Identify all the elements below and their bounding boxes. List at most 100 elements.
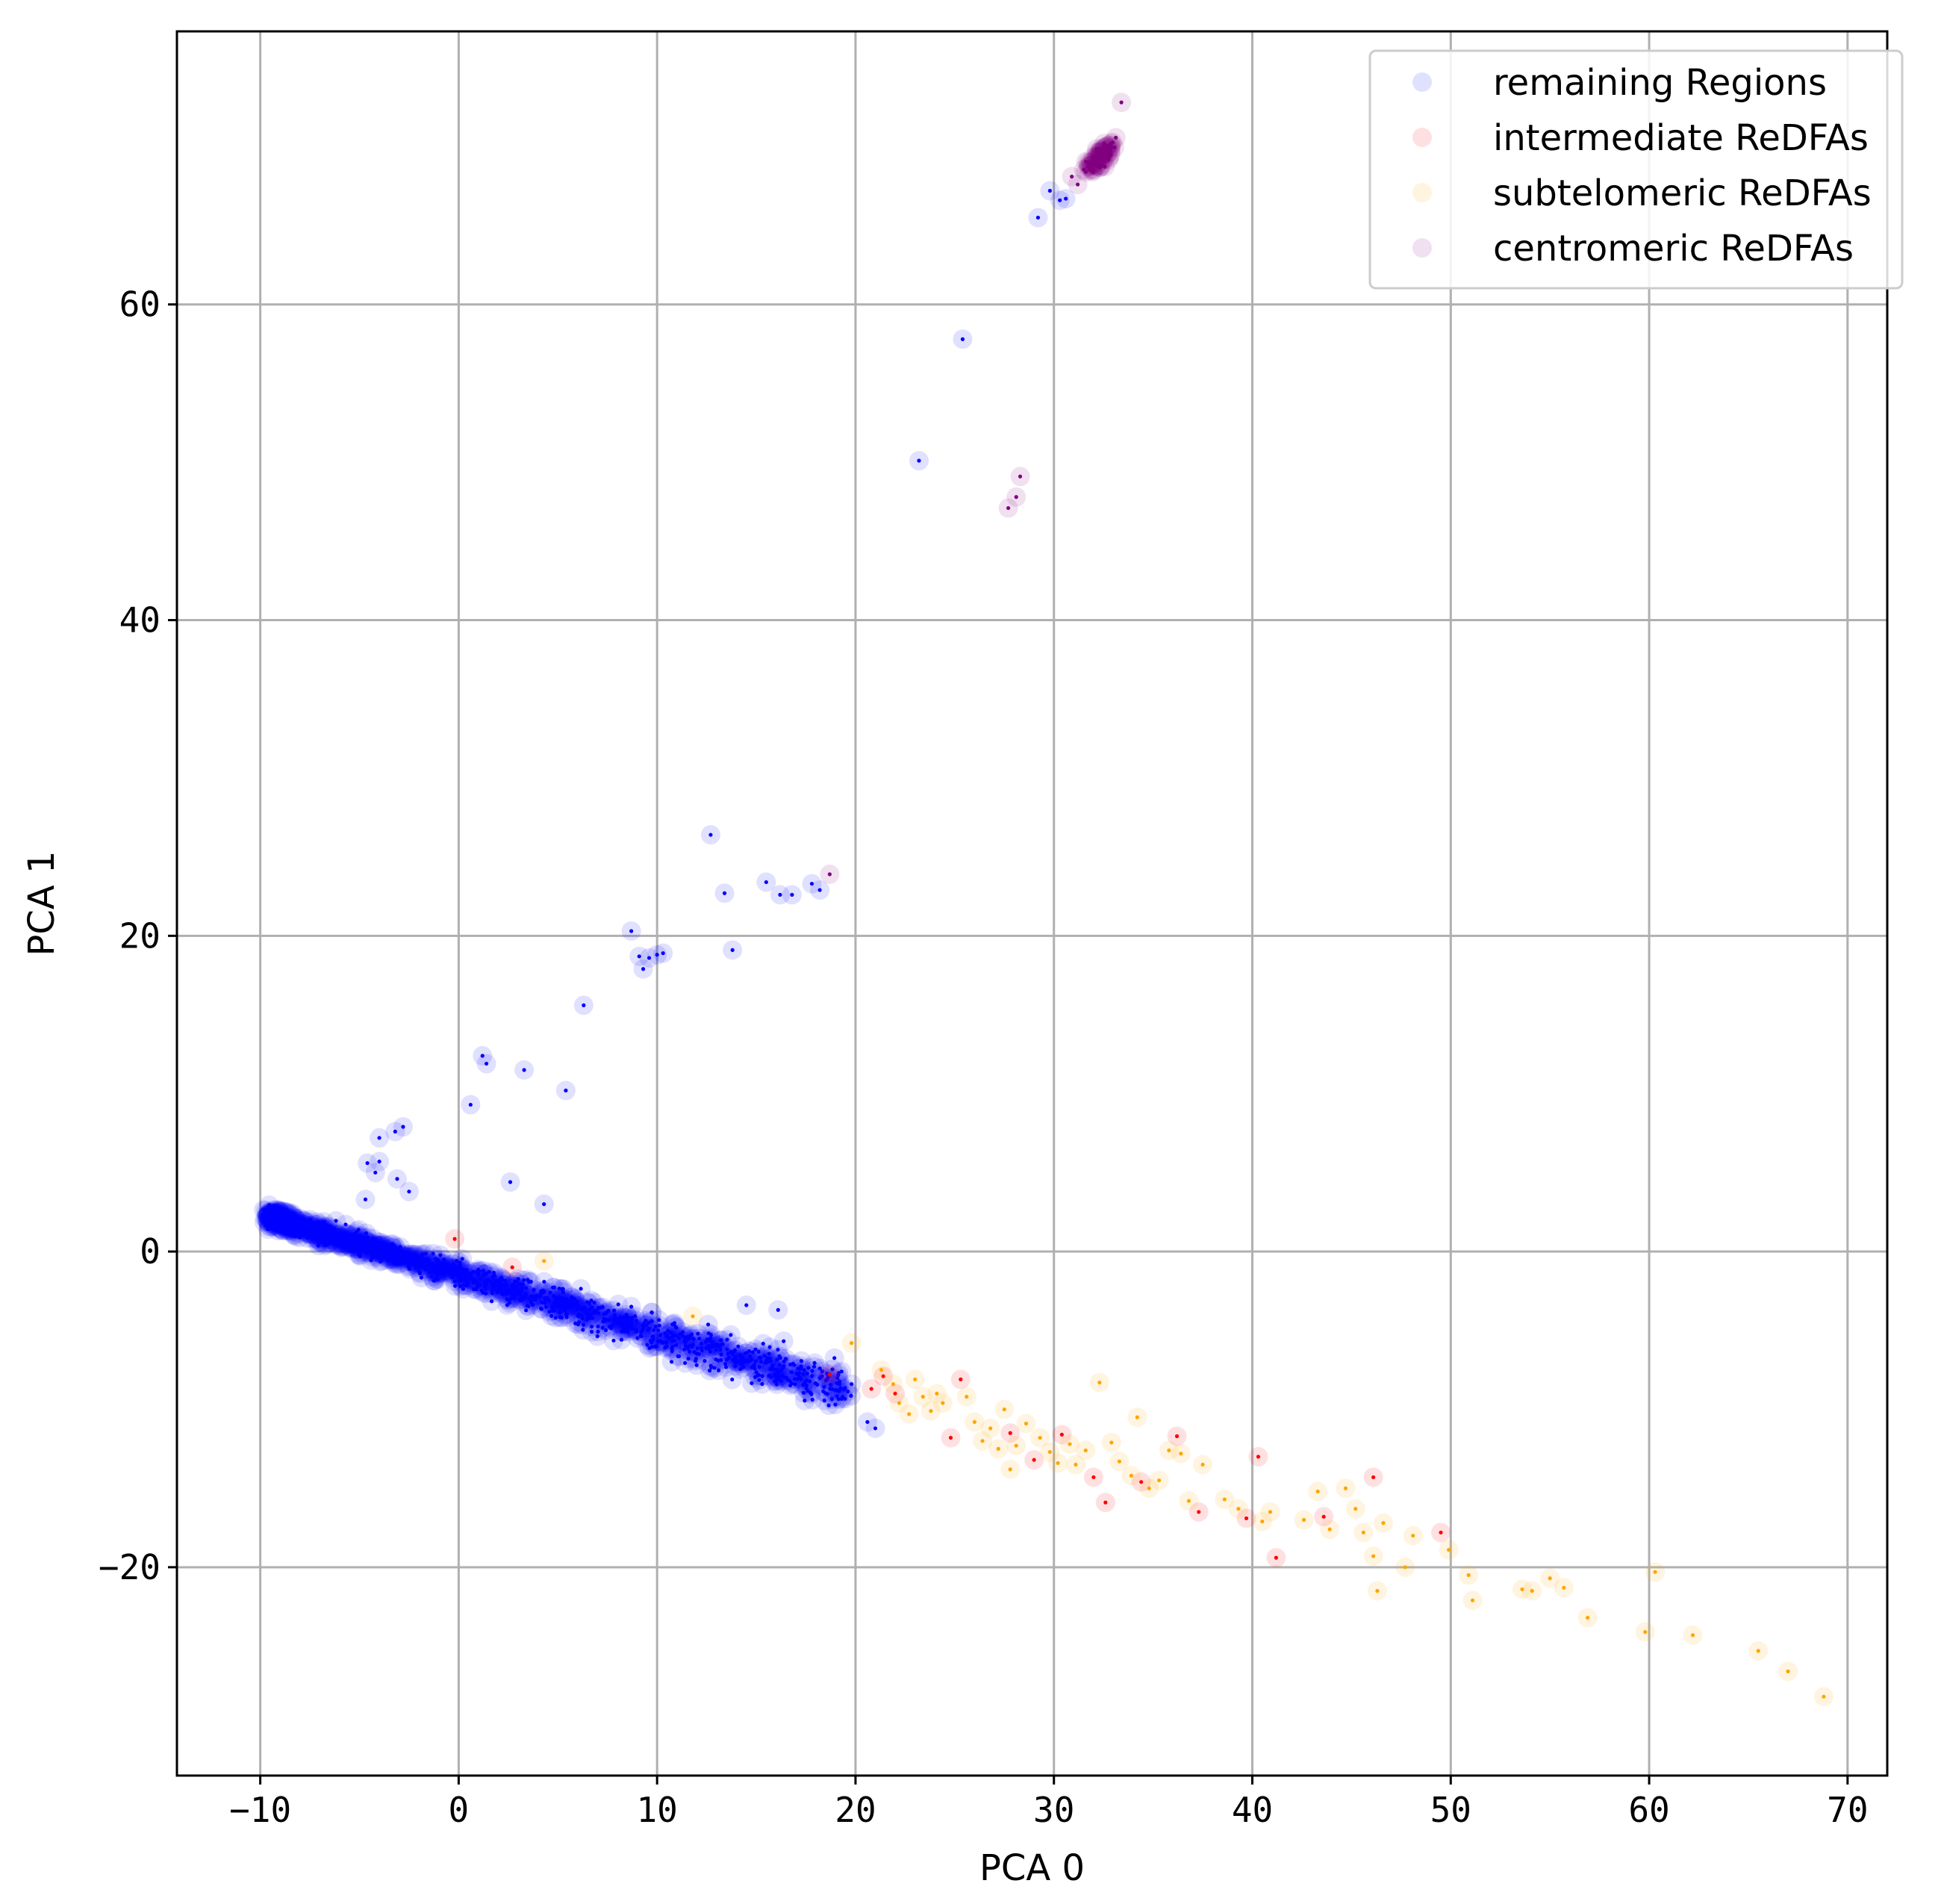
scatter-point-0 bbox=[588, 1326, 608, 1346]
scatter-point-0 bbox=[411, 1268, 431, 1288]
scatter-point-0 bbox=[759, 1344, 779, 1364]
scatter-point-0 bbox=[716, 1357, 736, 1377]
scatter-point-2 bbox=[1127, 1407, 1147, 1428]
scatter-point-0 bbox=[700, 825, 720, 845]
scatter-point-0 bbox=[505, 1272, 525, 1292]
scatter-point-0 bbox=[500, 1172, 520, 1192]
scatter-point-1 bbox=[1431, 1522, 1451, 1543]
legend: remaining Regions intermediate ReDFAs subt… bbox=[1368, 49, 1904, 290]
scatter-point-2 bbox=[1459, 1565, 1479, 1585]
legend-marker bbox=[1412, 128, 1432, 147]
scatter-point-1 bbox=[1266, 1548, 1286, 1568]
scatter-point-1 bbox=[1248, 1446, 1268, 1466]
scatter-point-2 bbox=[1320, 1519, 1340, 1540]
scatter-point-0 bbox=[423, 1254, 443, 1274]
scatter-point-0 bbox=[461, 1095, 481, 1115]
scatter-point-1 bbox=[820, 1365, 840, 1385]
x-tick-label: 50 bbox=[1430, 1790, 1471, 1830]
scatter-point-0 bbox=[699, 1323, 719, 1343]
scatter-point-0 bbox=[653, 943, 673, 963]
x-tick-label: 20 bbox=[835, 1790, 876, 1830]
scatter-point-0 bbox=[476, 1054, 496, 1074]
scatter-point-2 bbox=[994, 1399, 1015, 1419]
scatter-point-2 bbox=[841, 1333, 862, 1353]
scatter-point-0 bbox=[611, 1330, 632, 1350]
scatter-point-0 bbox=[687, 1355, 707, 1375]
scatter-point-0 bbox=[782, 885, 802, 905]
scatter-point-2 bbox=[1439, 1540, 1459, 1560]
scatter-point-2 bbox=[1089, 1372, 1109, 1393]
scatter-points bbox=[254, 93, 1833, 1707]
scatter-point-2 bbox=[1308, 1481, 1328, 1502]
scatter-point-0 bbox=[482, 1291, 502, 1311]
scatter-point-2 bbox=[1336, 1478, 1356, 1499]
x-axis-title: PCA 0 bbox=[979, 1847, 1085, 1889]
scatter-point-0 bbox=[749, 1342, 769, 1362]
scatter-point-0 bbox=[770, 1348, 791, 1368]
scatter-point-2 bbox=[1363, 1546, 1383, 1567]
scatter-point-0 bbox=[399, 1181, 419, 1201]
scatter-point-0 bbox=[953, 329, 973, 349]
scatter-point-0 bbox=[484, 1277, 504, 1297]
scatter-point-2 bbox=[1373, 1513, 1393, 1533]
scatter-point-2 bbox=[534, 1251, 554, 1271]
scatter-point-2 bbox=[1778, 1661, 1798, 1681]
scatter-point-2 bbox=[1193, 1455, 1213, 1475]
scatter-point-0 bbox=[541, 1306, 561, 1326]
scatter-point-0 bbox=[794, 1360, 814, 1381]
y-axis-title: PCA 1 bbox=[21, 850, 63, 956]
scatter-point-0 bbox=[745, 1340, 765, 1360]
x-tick-label: 40 bbox=[1232, 1790, 1273, 1830]
legend-label: intermediate ReDFAs bbox=[1493, 117, 1869, 159]
scatter-point-2 bbox=[1813, 1687, 1833, 1707]
x-tick-label: 70 bbox=[1827, 1790, 1868, 1830]
legend-marker bbox=[1412, 183, 1432, 202]
scatter-point-0 bbox=[714, 883, 735, 903]
scatter-point-2 bbox=[1748, 1640, 1769, 1661]
scatter-point-0 bbox=[736, 1295, 756, 1316]
scatter-point-0 bbox=[555, 1080, 576, 1101]
scatter-point-0 bbox=[802, 1360, 822, 1381]
scatter-point-2 bbox=[1577, 1608, 1598, 1628]
scatter-point-0 bbox=[682, 1324, 702, 1344]
x-tick-label: −10 bbox=[229, 1790, 291, 1830]
scatter-point-1 bbox=[502, 1257, 523, 1278]
scatter-point-2 bbox=[1101, 1432, 1121, 1452]
scatter-point-0 bbox=[335, 1223, 355, 1243]
scatter-point-2 bbox=[1179, 1491, 1199, 1511]
scatter-point-2 bbox=[905, 1369, 925, 1390]
scatter-point-0 bbox=[909, 451, 929, 471]
scatter-point-0 bbox=[582, 1304, 602, 1324]
scatter-point-2 bbox=[1635, 1622, 1655, 1642]
scatter-point-0 bbox=[573, 995, 593, 1015]
scatter-point-0 bbox=[358, 1228, 378, 1248]
scatter-point-2 bbox=[683, 1306, 703, 1326]
scatter-point-1 bbox=[445, 1229, 465, 1249]
scatter-point-0 bbox=[519, 1289, 539, 1309]
plot-frame bbox=[175, 30, 1889, 1777]
scatter-point-0 bbox=[562, 1295, 582, 1316]
scatter-point-0 bbox=[464, 1273, 484, 1293]
scatter-point-0 bbox=[776, 1368, 797, 1388]
scatter-point-0 bbox=[621, 921, 641, 941]
scatter-point-0 bbox=[514, 1060, 535, 1080]
scatter-point-2 bbox=[1048, 1453, 1068, 1473]
x-tick-label: 60 bbox=[1628, 1790, 1669, 1830]
scatter-point-0 bbox=[814, 1377, 834, 1397]
scatter-point-2 bbox=[883, 1374, 903, 1394]
scatter-point-0 bbox=[708, 1360, 729, 1381]
scatter-point-0 bbox=[708, 1351, 728, 1371]
scatter-point-2 bbox=[1149, 1470, 1169, 1490]
scatter-point-0 bbox=[450, 1258, 470, 1278]
scatter-point-0 bbox=[365, 1163, 385, 1183]
scatter-point-0 bbox=[355, 1189, 376, 1210]
scatter-point-3 bbox=[998, 498, 1018, 518]
scatter-point-0 bbox=[519, 1296, 539, 1316]
y-tick-label: −20 bbox=[99, 1547, 161, 1587]
scatter-point-2 bbox=[1345, 1499, 1365, 1519]
scatter-point-0 bbox=[495, 1271, 515, 1291]
scatter-point-2 bbox=[1645, 1562, 1666, 1582]
y-tick-label: 20 bbox=[119, 915, 161, 956]
